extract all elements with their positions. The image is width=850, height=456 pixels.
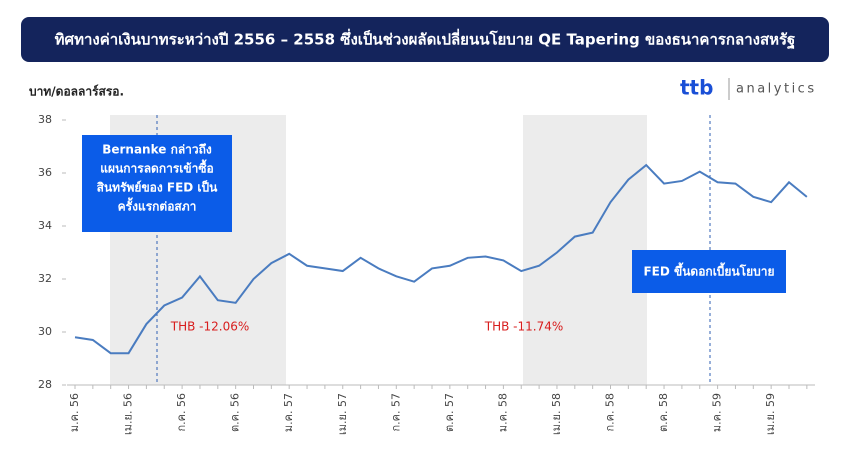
annotation-box xyxy=(632,250,786,293)
x-tick-label: เม.ย. 58 xyxy=(550,393,563,435)
x-tick-label: ต.ค. 58 xyxy=(657,393,670,432)
x-tick-label: ต.ค. 57 xyxy=(443,393,456,432)
annotation: สินทรัพย์ของ FED เป็น xyxy=(97,180,219,195)
x-tick-label: ม.ค. 57 xyxy=(282,393,295,432)
logo-product: analytics xyxy=(736,82,817,97)
x-tick-label: เม.ย. 59 xyxy=(764,393,777,435)
annotation-box xyxy=(82,135,232,232)
logo-brand: ttb xyxy=(680,76,713,100)
x-tick-label: ต.ค. 56 xyxy=(229,393,242,432)
x-tick-label: ก.ค. 56 xyxy=(175,393,188,432)
chart-title: ทิศทางค่าเงินบาทระหว่างปี 2556 – 2558 ซึ… xyxy=(55,29,796,50)
annotation: THB -11.74% xyxy=(484,320,564,334)
y-tick-label: 36 xyxy=(38,166,52,179)
x-tick-label: ก.ค. 58 xyxy=(604,393,617,432)
x-tick-label: เม.ย. 57 xyxy=(336,393,349,435)
plot: 28 30 32 34 36 38 ม.ค. 56 เม.ย. 56 ก.ค. 56 ต.ค. 5… xyxy=(38,113,808,435)
y-axis-label: บาท/ดอลลาร์สรอ. xyxy=(29,85,124,99)
annotation: Bernanke กล่าวถึง xyxy=(102,143,212,157)
data-line xyxy=(74,163,808,355)
y-tick-label: 28 xyxy=(38,378,52,391)
annotation: ครั้งแรกต่อสภา xyxy=(118,197,197,214)
title-banner xyxy=(21,17,829,62)
x-tick-label: ม.ค. 56 xyxy=(68,393,81,432)
shaded-period xyxy=(523,115,647,385)
x-tick-label: ก.ค. 57 xyxy=(389,393,402,432)
annotation: FED ขึ้นดอกเบี้ยนโยบาย xyxy=(643,262,774,279)
annotation: THB -12.06% xyxy=(170,320,250,334)
y-tick-label: 30 xyxy=(38,325,52,338)
y-tick-label: 34 xyxy=(38,219,52,232)
x-tick-label: ม.ค. 58 xyxy=(496,393,509,432)
y-tick-label: 38 xyxy=(38,113,52,126)
x-tick-label: เม.ย. 56 xyxy=(122,393,135,435)
x-tick-label: ม.ค. 59 xyxy=(711,393,724,432)
annotations: Bernanke กล่าวถึงแผนการลดการเข้าซื้อสินท… xyxy=(97,143,775,334)
y-tick-label: 32 xyxy=(38,272,52,285)
annotation: แผนการลดการเข้าซื้อ xyxy=(100,159,213,176)
